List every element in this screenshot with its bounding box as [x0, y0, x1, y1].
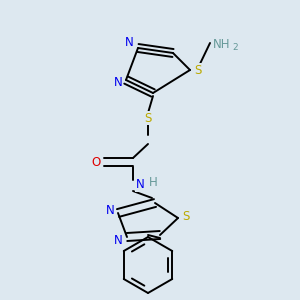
Text: 2: 2 — [232, 43, 238, 52]
Text: S: S — [194, 64, 202, 76]
Text: NH: NH — [213, 38, 231, 52]
Text: N: N — [124, 37, 134, 50]
Text: N: N — [114, 235, 122, 248]
Text: O: O — [92, 155, 100, 169]
Text: H: H — [148, 176, 158, 190]
Text: S: S — [182, 209, 190, 223]
Text: N: N — [114, 76, 122, 89]
Text: N: N — [106, 205, 114, 218]
Text: S: S — [144, 112, 152, 124]
Text: N: N — [136, 178, 145, 191]
